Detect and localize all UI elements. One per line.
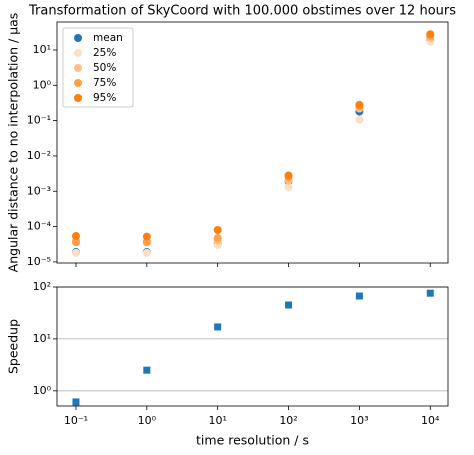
y-tick-label: 10⁻⁴ <box>27 220 52 233</box>
marker <box>71 232 80 241</box>
marker <box>142 248 151 257</box>
y-tick-label: 10⁻¹ <box>27 114 51 127</box>
legend-label: mean <box>93 32 123 44</box>
legend-marker <box>74 79 82 87</box>
marker <box>72 398 80 406</box>
x-tick-label: 10² <box>279 414 297 427</box>
legend-marker <box>74 49 82 57</box>
marker <box>142 232 151 241</box>
y-tick-label: 10⁻⁵ <box>27 255 51 268</box>
legend-marker <box>74 34 82 42</box>
x-tick-label: 10⁻¹ <box>64 414 88 427</box>
marker <box>213 225 222 234</box>
plot-frame <box>56 21 449 264</box>
marker <box>355 292 363 300</box>
x-tick-label: 10³ <box>350 414 368 427</box>
marker <box>213 234 222 243</box>
legend-label: 25% <box>93 47 116 59</box>
y-tick-label: 10² <box>33 280 51 293</box>
legend-marker <box>74 94 82 102</box>
marker <box>284 171 293 180</box>
y-tick-label: 10¹ <box>33 43 51 56</box>
marker <box>355 100 364 109</box>
marker <box>426 289 434 297</box>
y-tick-label: 10⁻² <box>27 149 51 162</box>
marker <box>355 115 364 124</box>
x-tick-label: 10¹ <box>208 414 226 427</box>
y-axis-label: Speedup <box>6 319 21 374</box>
y-tick-label: 10¹ <box>33 332 51 345</box>
y-tick-label: 10⁰ <box>33 78 52 91</box>
marker <box>71 248 80 257</box>
legend-label: 50% <box>93 62 116 74</box>
x-tick-label: 10⁰ <box>138 414 157 427</box>
legend-box <box>62 27 134 108</box>
legend-label: 75% <box>93 77 116 89</box>
marker <box>214 323 222 331</box>
y-axis-label: Angular distance to no interpolation / µ… <box>6 13 21 273</box>
y-tick-label: 10⁻³ <box>27 184 51 197</box>
marker <box>426 30 435 39</box>
marker <box>143 366 151 374</box>
chart-title: Transformation of SkyCoord with 100.000 … <box>28 4 456 19</box>
marker <box>285 301 293 309</box>
legend-label: 95% <box>93 92 116 104</box>
x-tick-label: 10⁴ <box>421 414 440 427</box>
y-tick-label: 10⁰ <box>33 384 52 397</box>
marker <box>284 183 293 192</box>
marker <box>142 238 151 247</box>
plot-frame <box>56 286 449 407</box>
legend-marker <box>74 64 82 72</box>
marker <box>71 238 80 247</box>
x-axis-label: time resolution / s <box>196 433 309 448</box>
